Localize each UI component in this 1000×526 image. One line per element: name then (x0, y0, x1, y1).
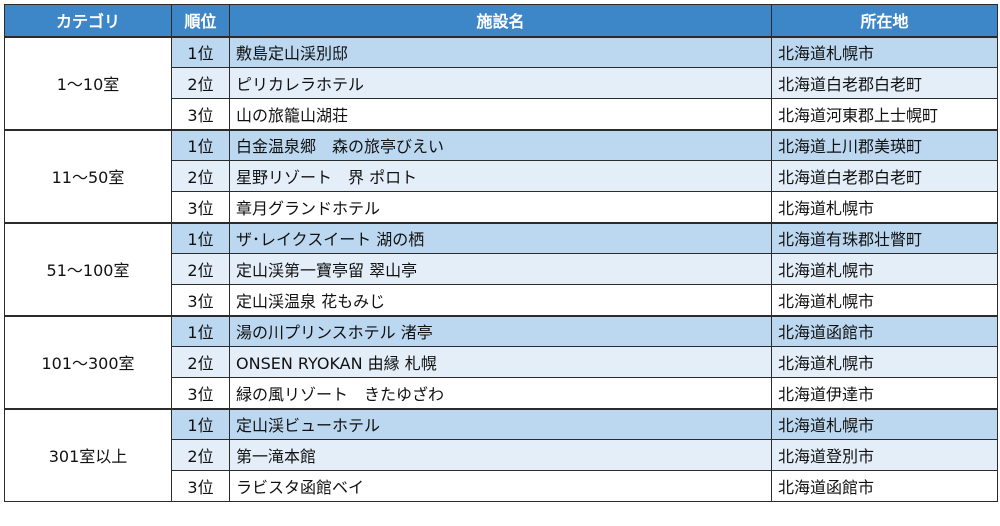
location-cell: 北海道函館市 (771, 314, 998, 347)
location-cell: 北海道札幌市 (771, 284, 998, 316)
table-row: 3位 章月グランドホテル 北海道札幌市 (5, 191, 998, 223)
rank-cell: 2位 (171, 67, 230, 99)
rank-cell: 3位 (171, 377, 230, 409)
category-cell: 11～50室 (4, 128, 172, 223)
facility-name-cell: ラビスタ函館ベイ (229, 470, 772, 502)
rank-cell: 2位 (171, 253, 230, 285)
facility-name-cell: 定山渓第一寶亭留 翠山亭 (229, 253, 772, 285)
facility-name-cell: 星野リゾート 界 ポロト (229, 160, 772, 192)
rank-cell: 1位 (171, 128, 230, 161)
facility-name-cell: 章月グランドホテル (229, 191, 772, 223)
location-cell: 北海道札幌市 (771, 191, 998, 223)
table-row: 1～10室 1位 敷島定山渓別邸 北海道札幌市 (4, 35, 998, 130)
table-row: 51～100室 1位 ザ･レイクスイート 湖の栖 北海道有珠郡壮瞥町 (4, 221, 998, 316)
header-location: 所在地 (771, 4, 998, 37)
group-1-10-rooms: 1～10室 1位 敷島定山渓別邸 北海道札幌市 2位 ピリカレラホテル 北海道白… (4, 35, 998, 130)
rank-cell: 3位 (171, 470, 230, 502)
facility-name-cell: 緑の風リゾート きたゆざわ (229, 377, 772, 409)
group-301-plus-rooms: 301室以上 1位 定山渓ビューホテル 北海道札幌市 2位 第一滝本館 北海道登… (4, 407, 998, 502)
facility-name-cell: ザ･レイクスイート 湖の栖 (229, 221, 772, 254)
group-11-50-rooms: 11～50室 1位 白金温泉郷 森の旅亭びえい 北海道上川郡美瑛町 2位 星野リ… (4, 128, 998, 223)
facility-name-cell: 白金温泉郷 森の旅亭びえい (229, 128, 772, 161)
location-cell: 北海道札幌市 (771, 346, 998, 378)
table-row: 2位 第一滝本館 北海道登別市 (5, 439, 998, 471)
rank-cell: 1位 (171, 407, 230, 440)
rank-cell: 2位 (171, 439, 230, 471)
facility-name-cell: 定山渓ビューホテル (229, 407, 772, 440)
table-row: 2位 星野リゾート 界 ポロト 北海道白老郡白老町 (5, 160, 998, 192)
table-row: 3位 ラビスタ函館ベイ 北海道函館市 (5, 470, 998, 502)
location-cell: 北海道函館市 (771, 470, 998, 502)
location-cell: 北海道登別市 (771, 439, 998, 471)
location-cell: 北海道白老郡白老町 (771, 160, 998, 192)
category-cell: 1～10室 (4, 35, 172, 130)
location-cell: 北海道札幌市 (771, 407, 998, 440)
location-cell: 北海道札幌市 (771, 35, 998, 68)
facility-name-cell: 第一滝本館 (229, 439, 772, 471)
header-category: カテゴリ (4, 4, 172, 37)
location-cell: 北海道河東郡上士幌町 (771, 98, 998, 130)
facility-name-cell: 山の旅籠山湖荘 (229, 98, 772, 130)
location-cell: 北海道上川郡美瑛町 (771, 128, 998, 161)
ranking-table: カテゴリ 順位 施設名 所在地 1～10室 1位 敷島定山渓別邸 北海道札幌市 … (4, 4, 998, 502)
rank-cell: 1位 (171, 35, 230, 68)
header-facility-name: 施設名 (229, 4, 772, 37)
location-cell: 北海道白老郡白老町 (771, 67, 998, 99)
table-row: 11～50室 1位 白金温泉郷 森の旅亭びえい 北海道上川郡美瑛町 (4, 128, 998, 223)
group-51-100-rooms: 51～100室 1位 ザ･レイクスイート 湖の栖 北海道有珠郡壮瞥町 2位 定山… (4, 221, 998, 316)
category-cell: 301室以上 (4, 407, 172, 502)
facility-name-cell: 定山渓温泉 花もみじ (229, 284, 772, 316)
rank-cell: 3位 (171, 98, 230, 130)
rank-cell: 3位 (171, 191, 230, 223)
header-rank: 順位 (171, 4, 230, 37)
location-cell: 北海道有珠郡壮瞥町 (771, 221, 998, 254)
facility-name-cell: 湯の川プリンスホテル 渚亭 (229, 314, 772, 347)
facility-name-cell: ピリカレラホテル (229, 67, 772, 99)
category-cell: 101～300室 (4, 314, 172, 409)
table-row: 3位 山の旅籠山湖荘 北海道河東郡上士幌町 (5, 98, 998, 130)
table-row: 101～300室 1位 湯の川プリンスホテル 渚亭 北海道函館市 (4, 314, 998, 409)
facility-name-cell: ONSEN RYOKAN 由縁 札幌 (229, 346, 772, 378)
group-101-300-rooms: 101～300室 1位 湯の川プリンスホテル 渚亭 北海道函館市 2位 ONSE… (4, 314, 998, 409)
rank-cell: 3位 (171, 284, 230, 316)
rank-cell: 1位 (171, 314, 230, 347)
table-row: 2位 ONSEN RYOKAN 由縁 札幌 北海道札幌市 (5, 346, 998, 378)
rank-cell: 2位 (171, 160, 230, 192)
table-row: 301室以上 1位 定山渓ビューホテル 北海道札幌市 (4, 407, 998, 502)
header-row: カテゴリ 順位 施設名 所在地 (4, 4, 998, 37)
facility-name-cell: 敷島定山渓別邸 (229, 35, 772, 68)
table-row: 2位 ピリカレラホテル 北海道白老郡白老町 (5, 67, 998, 99)
rank-cell: 2位 (171, 346, 230, 378)
category-cell: 51～100室 (4, 221, 172, 316)
rank-cell: 1位 (171, 221, 230, 254)
location-cell: 北海道伊達市 (771, 377, 998, 409)
table-row: 3位 緑の風リゾート きたゆざわ 北海道伊達市 (5, 377, 998, 409)
table-row: 2位 定山渓第一寶亭留 翠山亭 北海道札幌市 (5, 253, 998, 285)
location-cell: 北海道札幌市 (771, 253, 998, 285)
